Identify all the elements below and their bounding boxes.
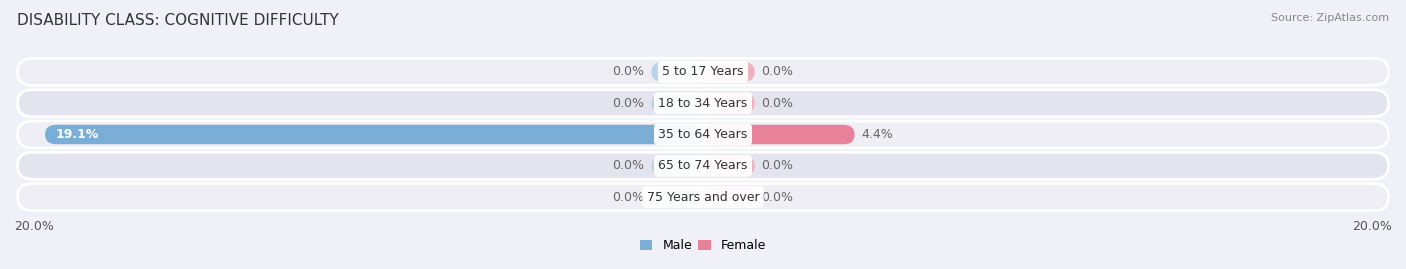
FancyBboxPatch shape bbox=[703, 62, 755, 82]
Text: DISABILITY CLASS: COGNITIVE DIFFICULTY: DISABILITY CLASS: COGNITIVE DIFFICULTY bbox=[17, 13, 339, 29]
Text: 0.0%: 0.0% bbox=[613, 97, 644, 110]
Text: 4.4%: 4.4% bbox=[862, 128, 893, 141]
Text: 35 to 64 Years: 35 to 64 Years bbox=[658, 128, 748, 141]
Text: 75 Years and over: 75 Years and over bbox=[647, 191, 759, 204]
Text: Source: ZipAtlas.com: Source: ZipAtlas.com bbox=[1271, 13, 1389, 23]
FancyBboxPatch shape bbox=[651, 62, 703, 82]
Text: 20.0%: 20.0% bbox=[1353, 220, 1392, 233]
FancyBboxPatch shape bbox=[17, 184, 1389, 211]
FancyBboxPatch shape bbox=[17, 152, 1389, 179]
FancyBboxPatch shape bbox=[17, 58, 1389, 85]
FancyBboxPatch shape bbox=[703, 156, 755, 175]
Text: 0.0%: 0.0% bbox=[762, 97, 793, 110]
Text: 0.0%: 0.0% bbox=[762, 159, 793, 172]
Text: 0.0%: 0.0% bbox=[613, 65, 644, 78]
Text: 5 to 17 Years: 5 to 17 Years bbox=[662, 65, 744, 78]
FancyBboxPatch shape bbox=[651, 187, 703, 207]
FancyBboxPatch shape bbox=[703, 187, 755, 207]
FancyBboxPatch shape bbox=[17, 90, 1389, 117]
Text: 0.0%: 0.0% bbox=[613, 191, 644, 204]
FancyBboxPatch shape bbox=[45, 125, 703, 144]
FancyBboxPatch shape bbox=[703, 94, 755, 113]
FancyBboxPatch shape bbox=[17, 121, 1389, 148]
Text: 20.0%: 20.0% bbox=[14, 220, 53, 233]
Text: 19.1%: 19.1% bbox=[55, 128, 98, 141]
Text: 0.0%: 0.0% bbox=[762, 65, 793, 78]
Text: 18 to 34 Years: 18 to 34 Years bbox=[658, 97, 748, 110]
FancyBboxPatch shape bbox=[651, 156, 703, 175]
Text: 0.0%: 0.0% bbox=[762, 191, 793, 204]
Text: 0.0%: 0.0% bbox=[613, 159, 644, 172]
FancyBboxPatch shape bbox=[651, 94, 703, 113]
Legend: Male, Female: Male, Female bbox=[640, 239, 766, 252]
Text: 65 to 74 Years: 65 to 74 Years bbox=[658, 159, 748, 172]
FancyBboxPatch shape bbox=[703, 125, 855, 144]
